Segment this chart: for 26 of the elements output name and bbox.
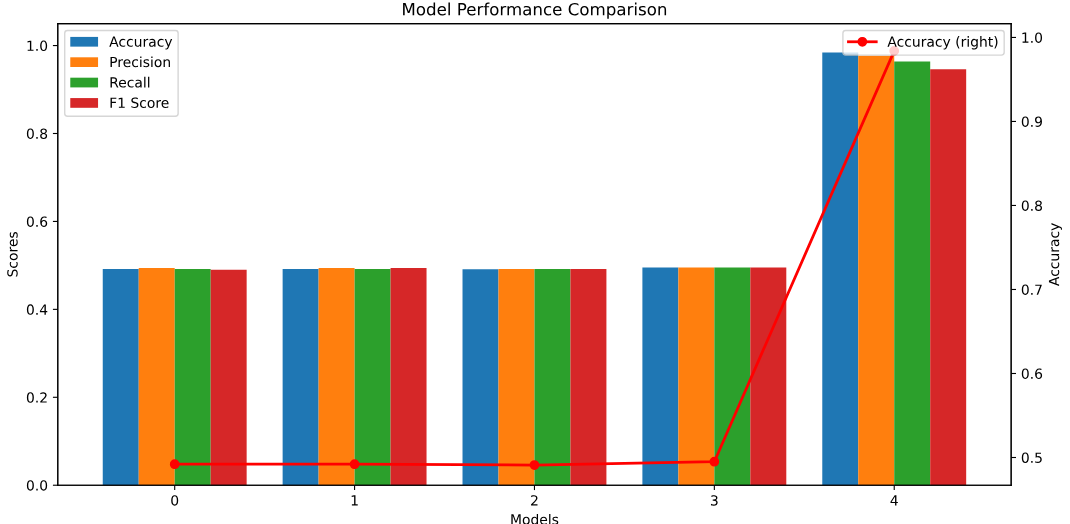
y-tick-label: 0.6 bbox=[26, 216, 48, 227]
y2-tick-label: 0.6 bbox=[1021, 368, 1043, 379]
legend-label: F1 Score bbox=[110, 97, 169, 108]
y-tick-label: 0.0 bbox=[26, 480, 48, 491]
y2-tick-label: 0.9 bbox=[1021, 116, 1042, 127]
y2-tick-label: 0.7 bbox=[1021, 284, 1042, 295]
legend-label: Recall bbox=[110, 76, 150, 88]
chart-title: Model Performance Comparison bbox=[403, 2, 667, 19]
y-tick-label: 0.4 bbox=[26, 304, 48, 315]
y-tick-label: 0.8 bbox=[26, 128, 48, 139]
y-axis-title: Scores bbox=[7, 232, 18, 277]
y2-tick-label: 0.8 bbox=[1021, 200, 1043, 211]
x-tick-label: 1 bbox=[351, 495, 358, 506]
x-axis-title: Models bbox=[511, 513, 559, 524]
y-tick-label: 1.0 bbox=[27, 40, 48, 52]
x-tick-label: 4 bbox=[890, 495, 898, 506]
x-tick-label: 0 bbox=[171, 495, 179, 506]
x-tick-label: 2 bbox=[531, 495, 538, 506]
y2-axis-title: Accuracy bbox=[1048, 223, 1062, 286]
x-tick-label: 3 bbox=[710, 495, 718, 506]
legend-label: Precision bbox=[110, 56, 170, 68]
y2-tick-label: 1.0 bbox=[1022, 32, 1043, 43]
legend-label: Accuracy bbox=[109, 36, 173, 50]
legend-label: Accuracy (right) bbox=[887, 36, 998, 50]
y-tick-label: 0.2 bbox=[26, 392, 47, 403]
y2-tick-label: 0.5 bbox=[1021, 452, 1042, 463]
